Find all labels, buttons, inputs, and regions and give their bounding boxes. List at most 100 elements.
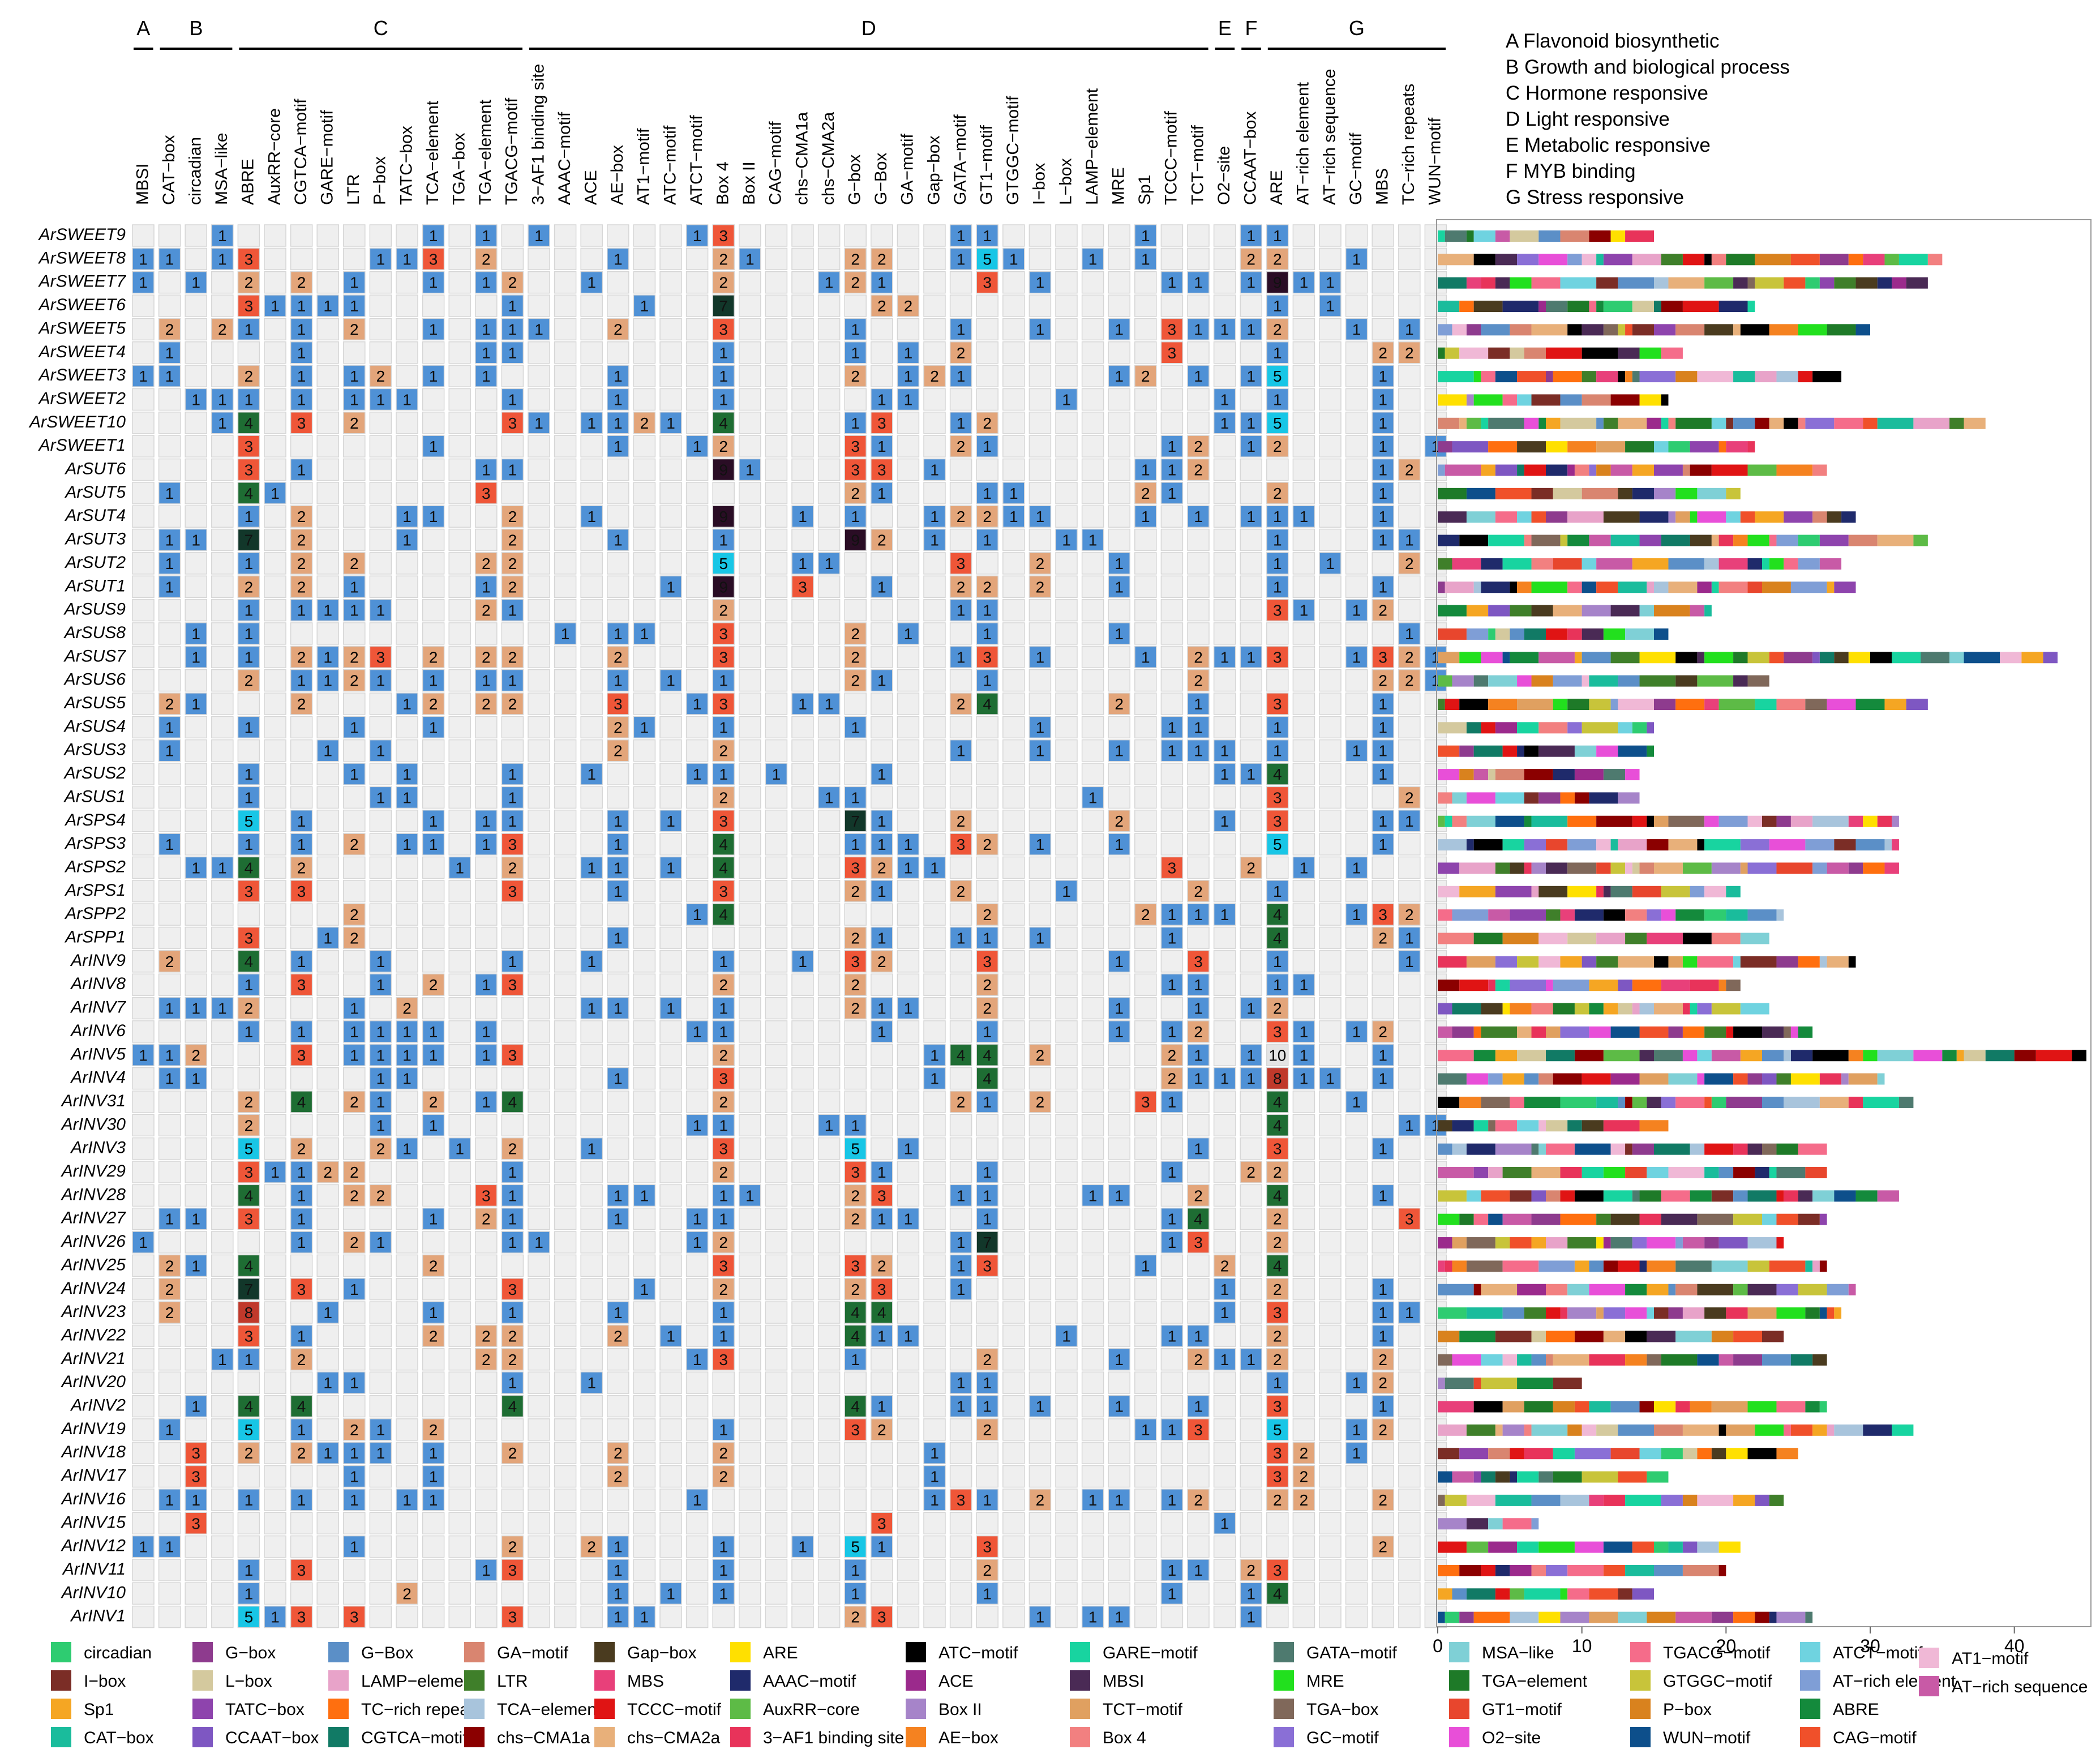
heatmap-cell: [448, 435, 471, 457]
bar-segment: [1466, 1494, 1495, 1506]
cell-count: 1: [930, 1468, 939, 1486]
bar-segment: [1776, 1213, 1798, 1225]
cell-count: 1: [376, 1234, 385, 1251]
heatmap-cell: [1160, 1535, 1184, 1558]
bar-segment: [1603, 909, 1626, 921]
heatmap-cell: [1081, 505, 1104, 528]
cell-count: 1: [877, 1000, 886, 1017]
heatmap-cell: [659, 1605, 682, 1628]
bar-segment: [1510, 230, 1539, 242]
heatmap-cell: [659, 528, 682, 551]
heatmap-cell: [607, 1161, 629, 1183]
bar-segment: [1632, 1143, 1654, 1155]
cell-count: 1: [376, 1046, 385, 1064]
bar-segment: [1697, 581, 1712, 593]
heatmap-cell: [237, 716, 260, 739]
heatmap-cell: [765, 528, 788, 551]
heatmap-cell: [1319, 950, 1342, 973]
heatmap-cell: [1240, 435, 1262, 457]
cell-count: 1: [1220, 812, 1229, 830]
cell-count: 2: [930, 367, 939, 385]
bar-segment: [1711, 464, 1748, 476]
heatmap-cell: [1345, 1207, 1368, 1230]
cell-count: 1: [1220, 765, 1229, 783]
heatmap-cell: [1108, 622, 1130, 645]
heatmap-cell: [1160, 1184, 1184, 1207]
cell-count: 2: [1036, 1046, 1045, 1064]
heatmap-cell: [659, 739, 682, 762]
heatmap-cell: [1398, 412, 1421, 434]
heatmap-cell: [1108, 598, 1130, 622]
cell-count: 1: [191, 695, 200, 713]
heatmap-cell: [1002, 950, 1025, 973]
bar-segment: [1567, 441, 1597, 453]
heatmap-cell: [1213, 833, 1236, 856]
bar-segment: [1524, 815, 1532, 827]
bar-segment: [1510, 1448, 1524, 1460]
heatmap-cell: [1398, 1184, 1421, 1207]
bar-segment: [1682, 1307, 1705, 1319]
bar-segment: [1553, 980, 1589, 991]
cell-count: 1: [745, 1187, 755, 1204]
cell-count: 2: [1273, 320, 1282, 338]
heatmap-cell: [290, 1231, 313, 1254]
bar-segment: [1488, 769, 1495, 781]
heatmap-cell: [528, 1043, 550, 1066]
heatmap-cell: [791, 528, 814, 551]
bar-segment: [1596, 1213, 1611, 1225]
bar-segment: [1618, 1003, 1632, 1015]
heatmap-cell: [343, 903, 366, 926]
heatmap-cell: [923, 482, 946, 504]
cell-count: 1: [508, 953, 517, 970]
heatmap-cell: [897, 294, 920, 317]
heatmap-cell: [1055, 1090, 1078, 1113]
heatmap-cell: [211, 1442, 234, 1464]
heatmap-cell: [607, 903, 629, 926]
heatmap-cell: [1266, 1535, 1289, 1558]
heatmap-cell: [396, 1512, 418, 1534]
bar-segment: [1654, 815, 1669, 827]
heatmap-cell: [185, 1114, 207, 1137]
heatmap-cell: [1240, 505, 1262, 528]
heatmap-cell: [871, 528, 893, 551]
heatmap-cell: [844, 1067, 867, 1090]
bar-segment: [1798, 324, 1827, 336]
heatmap-cell: [1160, 1512, 1184, 1534]
heatmap-cell: [765, 926, 788, 950]
cell-count: 1: [1036, 320, 1045, 338]
heatmap-cell: [1002, 880, 1025, 903]
bar-segment: [1798, 1213, 1820, 1225]
heatmap-cell: [1345, 1324, 1368, 1348]
cell-count: 2: [1036, 578, 1045, 596]
bar-segment: [1438, 534, 1460, 546]
heatmap-cell: [528, 1442, 550, 1464]
heatmap-cell: [685, 482, 709, 504]
heatmap-cell: [844, 763, 867, 785]
cell-count: 1: [1246, 414, 1255, 432]
cell-count: 1: [218, 227, 227, 245]
heatmap-cell: [817, 997, 841, 1020]
heatmap-cell: [633, 528, 656, 551]
cell-count: 3: [1273, 789, 1282, 806]
heatmap-cell: [1345, 833, 1368, 856]
cell-count: 2: [350, 1164, 359, 1181]
cell-count: 1: [350, 391, 359, 408]
cell-count: 1: [350, 765, 359, 783]
bar-segment: [1582, 581, 1597, 593]
heatmap-cell: [211, 1324, 234, 1348]
heatmap-cell: [448, 247, 471, 271]
cell-count: 5: [1273, 414, 1282, 432]
cell-count: 1: [983, 672, 992, 690]
cell-count: 1: [1300, 602, 1309, 619]
heatmap-cell: [844, 1512, 867, 1534]
heatmap-cell: [1055, 271, 1078, 294]
bar-segment: [1726, 886, 1741, 897]
cell-count: 1: [1273, 227, 1282, 245]
heatmap-cell: [897, 950, 920, 973]
heatmap-cell: [871, 950, 893, 973]
cell-count: 1: [587, 1140, 596, 1158]
heatmap-cell: [1134, 739, 1157, 762]
cell-count: 1: [983, 1023, 992, 1041]
bar-segment: [1452, 1143, 1467, 1155]
heatmap-cell: [659, 1301, 682, 1324]
